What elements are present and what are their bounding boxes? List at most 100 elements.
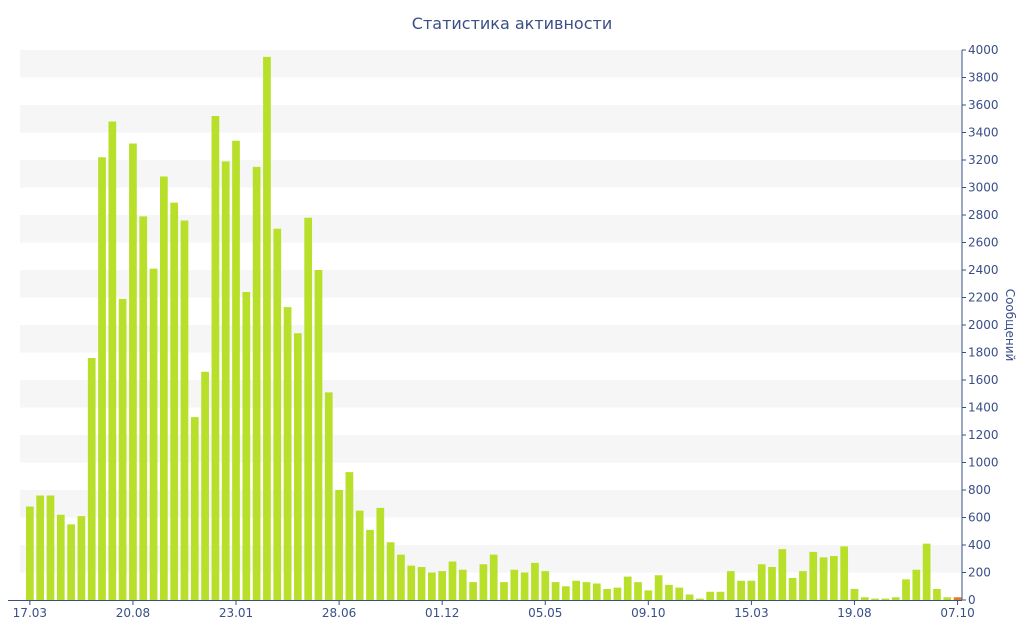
bar[interactable] [860, 597, 869, 600]
grid-band [20, 160, 962, 188]
bar[interactable] [366, 529, 374, 600]
bar[interactable] [850, 589, 859, 600]
bar[interactable] [685, 594, 694, 601]
bar[interactable] [180, 220, 189, 601]
bar[interactable] [541, 571, 550, 600]
bar[interactable] [46, 495, 55, 601]
bar[interactable] [613, 587, 622, 600]
bar[interactable] [819, 557, 828, 600]
bar[interactable] [562, 586, 570, 600]
bar[interactable] [67, 524, 75, 600]
bar[interactable] [232, 140, 240, 600]
bar[interactable] [201, 371, 209, 600]
bar[interactable] [355, 510, 364, 600]
bar[interactable] [324, 392, 333, 600]
bar[interactable] [891, 597, 900, 600]
bar[interactable] [26, 506, 34, 601]
bar[interactable] [696, 598, 704, 600]
bar[interactable] [448, 561, 457, 601]
bar[interactable] [118, 298, 127, 600]
y-tick-label: 3200 [968, 153, 999, 167]
bar[interactable] [397, 554, 405, 600]
bar[interactable] [149, 268, 158, 600]
bar[interactable] [510, 569, 519, 600]
bar[interactable] [283, 307, 292, 600]
bar[interactable] [438, 571, 447, 600]
bar[interactable] [592, 583, 601, 601]
bar[interactable] [520, 572, 529, 601]
bar[interactable] [190, 417, 199, 600]
bar[interactable] [252, 166, 261, 600]
bar[interactable] [953, 597, 962, 600]
bar[interactable] [799, 571, 807, 600]
bar[interactable] [912, 569, 921, 600]
bar[interactable] [417, 567, 426, 600]
bar[interactable] [294, 333, 302, 600]
bar[interactable] [706, 591, 715, 600]
bar[interactable] [36, 495, 45, 601]
bar[interactable] [469, 582, 477, 600]
bar[interactable] [458, 569, 467, 600]
bar[interactable] [77, 516, 86, 600]
bar[interactable] [428, 572, 436, 601]
bar[interactable] [726, 571, 735, 600]
bar[interactable] [788, 578, 797, 600]
bar[interactable] [263, 56, 271, 600]
bar[interactable] [160, 176, 168, 601]
bar[interactable] [170, 202, 179, 600]
bar[interactable] [634, 582, 642, 600]
bar[interactable] [778, 549, 787, 600]
bar[interactable] [809, 551, 818, 600]
bar[interactable] [922, 543, 931, 600]
bar[interactable] [572, 580, 581, 600]
bar[interactable] [273, 228, 282, 600]
bar[interactable] [933, 589, 941, 600]
bar[interactable] [768, 567, 776, 600]
x-tick-label: 09.10 [631, 606, 665, 620]
bar[interactable] [675, 587, 684, 600]
bar[interactable] [376, 507, 385, 600]
bar[interactable] [407, 565, 416, 600]
bar[interactable] [335, 490, 343, 600]
bar[interactable] [902, 579, 910, 600]
bar[interactable] [345, 472, 354, 600]
bar[interactable] [747, 580, 756, 600]
bar[interactable] [830, 556, 838, 600]
bar[interactable] [221, 161, 230, 600]
bar[interactable] [582, 582, 591, 600]
bar[interactable] [623, 576, 632, 600]
bar[interactable] [87, 358, 96, 600]
bar[interactable] [654, 575, 663, 600]
bar[interactable] [881, 598, 890, 600]
bar[interactable] [242, 292, 251, 600]
bar[interactable] [314, 270, 323, 600]
bar[interactable] [98, 157, 106, 600]
y-tick-label: 3600 [968, 98, 999, 112]
bar[interactable] [531, 562, 539, 600]
y-tick-label: 1200 [968, 428, 999, 442]
bar[interactable] [489, 554, 498, 600]
bar[interactable] [716, 591, 725, 600]
bar[interactable] [479, 564, 488, 600]
bar[interactable] [551, 582, 560, 600]
bar[interactable] [108, 121, 117, 601]
bar[interactable] [757, 564, 766, 600]
bar[interactable] [56, 514, 65, 600]
bar[interactable] [644, 590, 653, 600]
bar[interactable] [139, 216, 148, 600]
chart-title: Статистика активности [411, 14, 613, 33]
bar[interactable] [304, 217, 313, 600]
bar[interactable] [737, 580, 745, 600]
bar[interactable] [386, 542, 395, 600]
x-tick-label: 17.03 [13, 606, 47, 620]
bar[interactable] [943, 597, 952, 600]
bar[interactable] [665, 584, 673, 600]
bar[interactable] [129, 143, 137, 601]
bar[interactable] [871, 598, 879, 600]
bar[interactable] [603, 589, 611, 600]
bar[interactable] [211, 116, 220, 600]
bar[interactable] [500, 582, 508, 600]
grid-band [20, 105, 962, 133]
y-tick-label: 2400 [968, 263, 999, 277]
bar[interactable] [840, 546, 849, 600]
